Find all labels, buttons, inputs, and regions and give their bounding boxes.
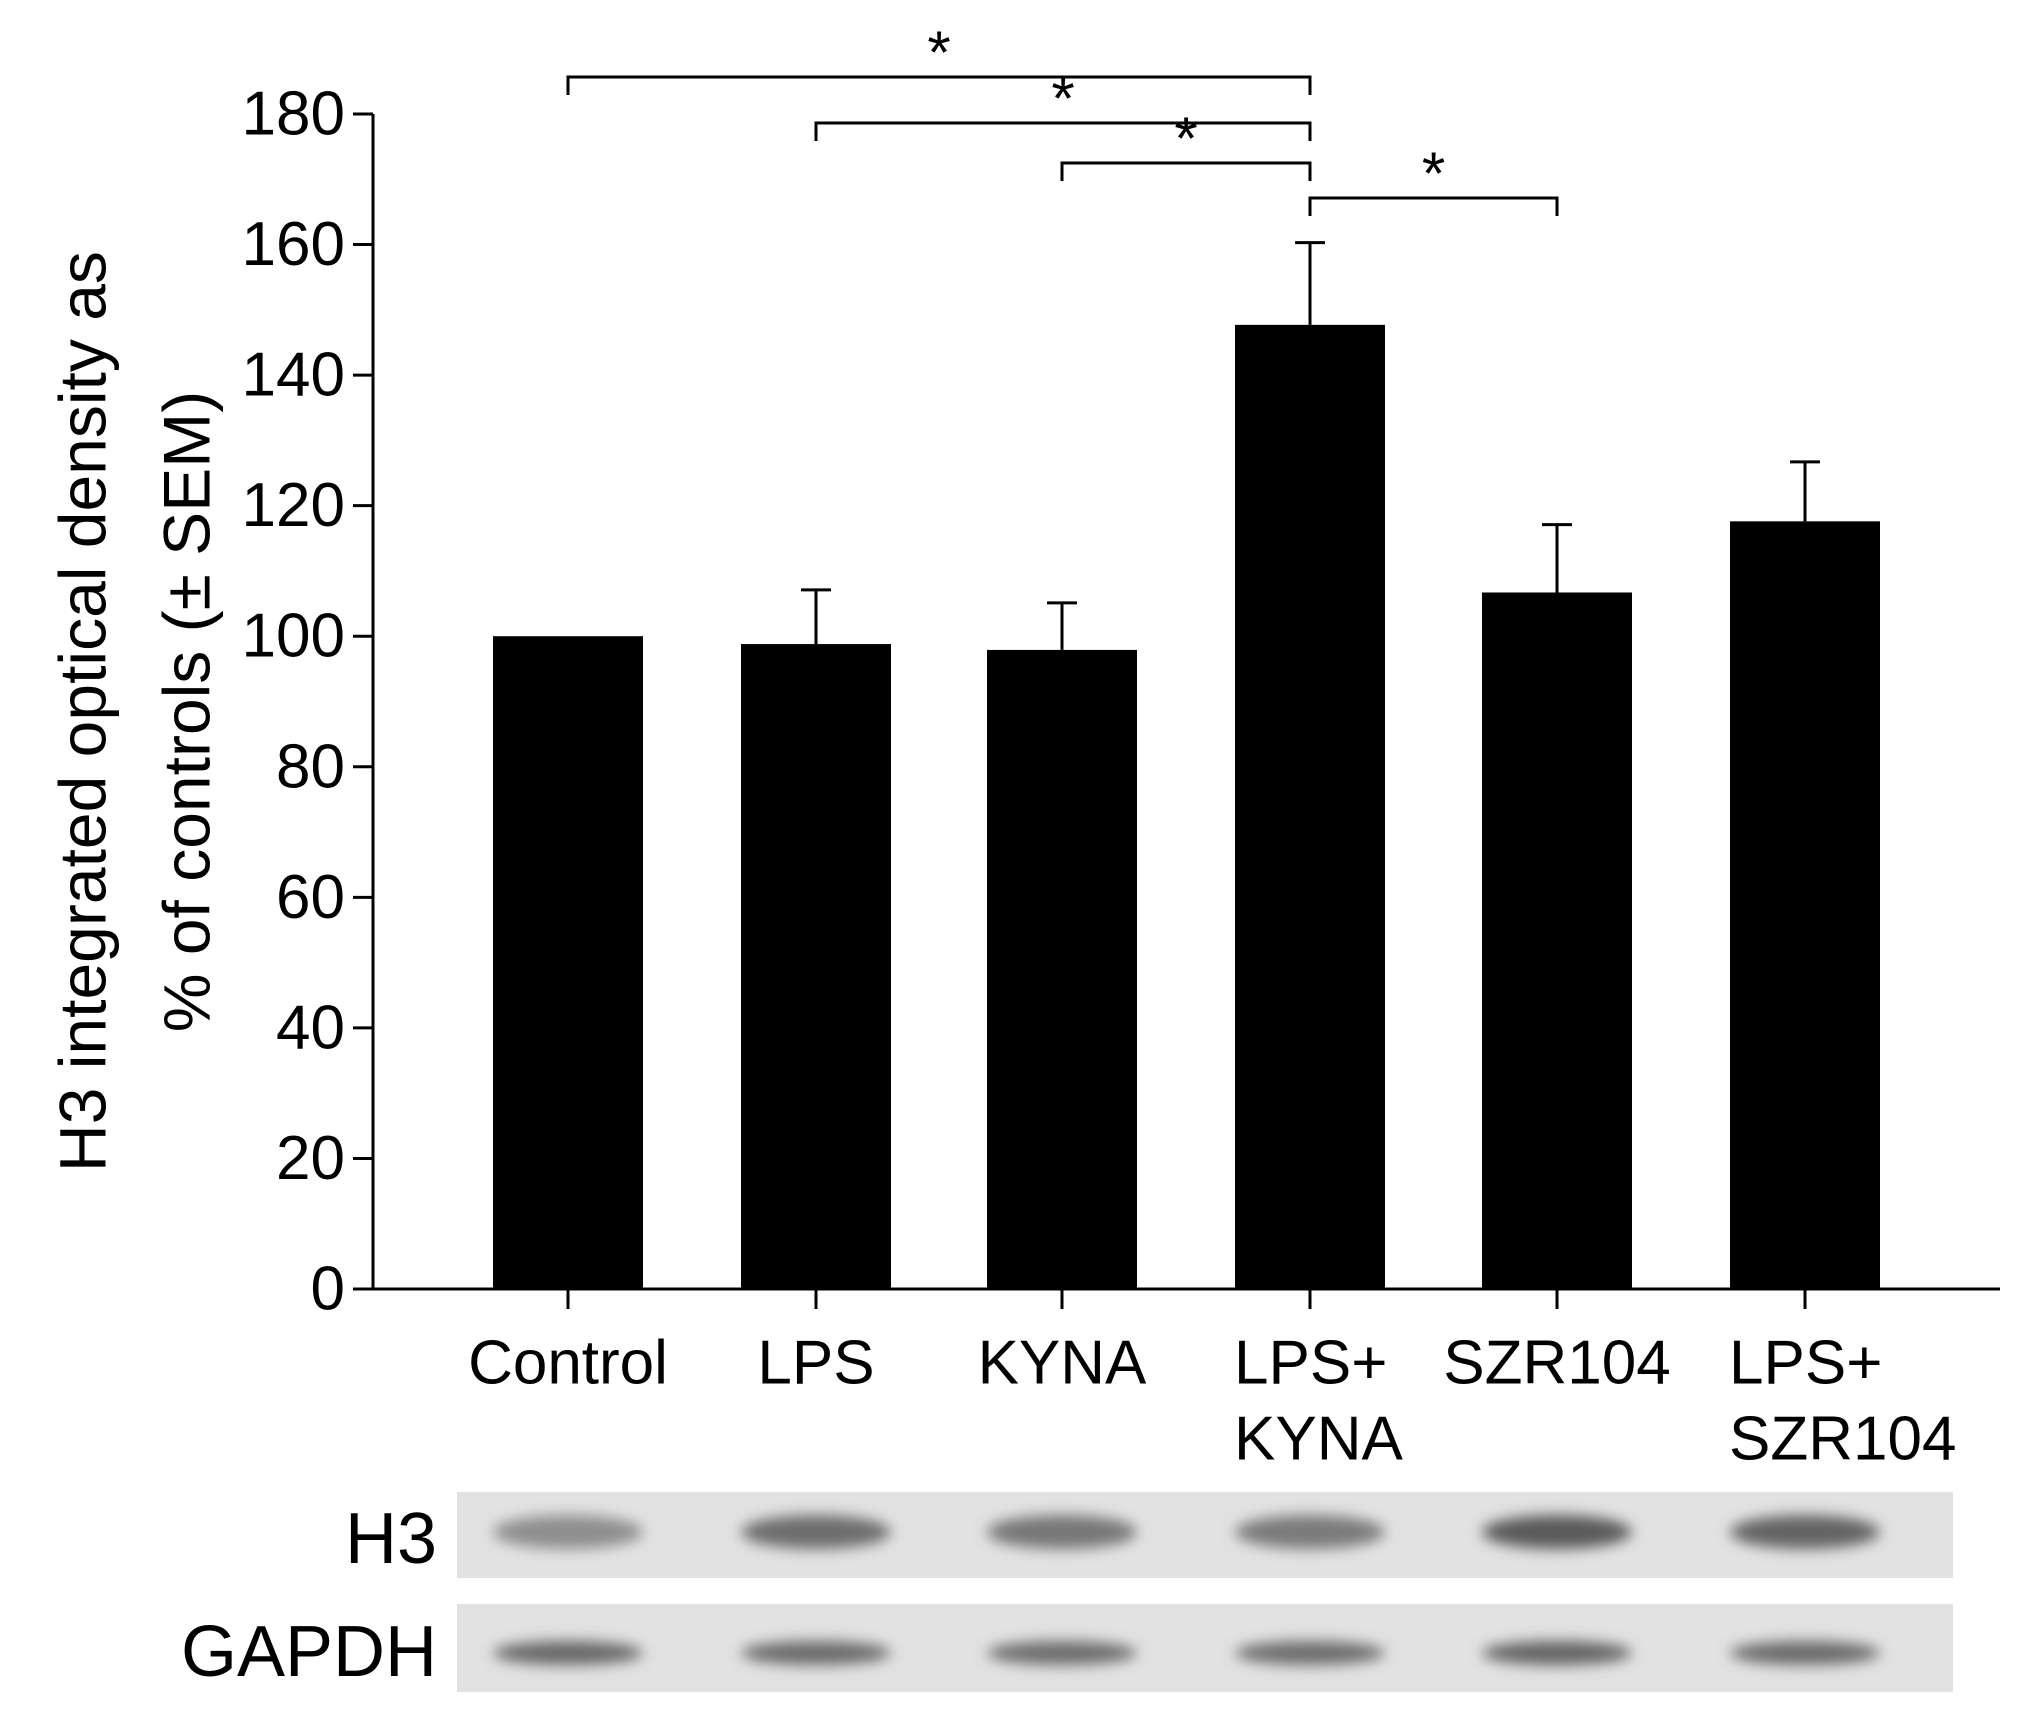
y-tick-label: 160 — [242, 210, 345, 279]
axes: 0 20 40 60 80 100 120 140 160 180 — [242, 80, 2000, 1324]
significance-star: * — [1422, 140, 1445, 207]
blot-band — [987, 1515, 1137, 1549]
blot-band — [493, 1515, 643, 1549]
y-axis-title: H3 integrated optical density as % of con… — [45, 251, 223, 1172]
bar — [1235, 324, 1385, 1289]
significance-brackets: * * * * — [566, 19, 1559, 216]
y-tick-label: 100 — [242, 602, 345, 671]
x-category-label: SZR104 — [1729, 1405, 1956, 1474]
significance-bracket — [814, 121, 1312, 141]
error-bars — [801, 241, 1820, 650]
y-tick-label: 140 — [242, 341, 345, 410]
western-blot: H3 GAPDH — [181, 1492, 1953, 1692]
significance-bracket — [566, 75, 1312, 95]
blot-band — [1235, 1641, 1385, 1665]
blot-band — [1482, 1515, 1632, 1549]
blot-band — [493, 1641, 643, 1665]
y-tick-label: 120 — [242, 471, 345, 540]
significance-bracket — [1308, 196, 1559, 216]
blot-band — [741, 1641, 891, 1665]
blot-band — [1730, 1515, 1880, 1549]
blot-band — [1482, 1641, 1632, 1665]
blot-row-label: H3 — [345, 1499, 437, 1579]
y-tick-label: 60 — [276, 863, 345, 932]
y-tick-label: 180 — [242, 80, 345, 149]
x-category-label: LPS+ — [1729, 1329, 1882, 1398]
bar — [987, 649, 1137, 1289]
significance-bracket — [1060, 161, 1312, 181]
blot-band — [1235, 1515, 1385, 1549]
significance-star: * — [1051, 65, 1074, 132]
blot-strip — [457, 1492, 1953, 1578]
x-category-labels: Control LPS KYNA LPS+ KYNA SZR104 LPS+ SZR104 — [468, 1329, 1956, 1474]
y-tick-label: 20 — [276, 1124, 345, 1193]
blot-band — [987, 1641, 1137, 1665]
y-tick-label: 80 — [276, 732, 345, 801]
x-category-label: LPS — [757, 1329, 874, 1398]
blot-band — [741, 1515, 891, 1549]
x-category-label: SZR104 — [1443, 1329, 1670, 1398]
y-axis-title-line: % of controls (± SEM) — [149, 391, 223, 1032]
blot-row-label: GAPDH — [181, 1612, 437, 1692]
blot-strip — [457, 1604, 1953, 1692]
bar — [1482, 592, 1632, 1289]
y-tick-label: 0 — [311, 1255, 345, 1324]
bars — [493, 324, 1880, 1289]
x-category-label: LPS+ — [1234, 1329, 1387, 1398]
significance-star: * — [927, 19, 950, 86]
y-axis-title-line: H3 integrated optical density as — [45, 251, 119, 1172]
bar — [493, 636, 643, 1289]
significance-star: * — [1174, 105, 1197, 172]
y-tick-label: 40 — [276, 993, 345, 1062]
bar — [1730, 521, 1880, 1289]
x-category-label: KYNA — [1234, 1405, 1403, 1474]
x-category-label: KYNA — [978, 1329, 1147, 1398]
blot-band — [1730, 1641, 1880, 1665]
bar — [741, 644, 891, 1289]
x-category-label: Control — [468, 1329, 668, 1398]
